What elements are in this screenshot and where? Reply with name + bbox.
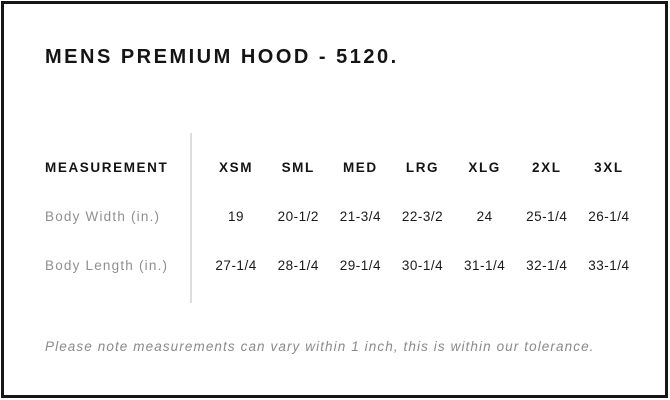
table-cell-body-width-xsm: 19 (228, 209, 245, 224)
column-header-xlg: XLG (468, 160, 501, 175)
table-cell-body-length-3xl: 33-1/4 (588, 258, 630, 273)
column-header-measurement: MEASUREMENT (45, 160, 169, 175)
table-cell-body-length-2xl: 32-1/4 (526, 258, 568, 273)
table-cell-body-width-med: 21-3/4 (339, 209, 381, 224)
table-cell-body-width-xlg: 24 (476, 209, 493, 224)
column-header-med: MED (342, 160, 378, 175)
table-cell-body-length-med: 29-1/4 (339, 258, 381, 273)
table-cell-body-length-lrg: 30-1/4 (401, 258, 444, 273)
table-cell-body-width-lrg: 22-3/2 (401, 209, 444, 224)
table-cell-body-length-xlg: 31-1/4 (463, 258, 506, 273)
table-cell-body-width-3xl: 26-1/4 (588, 209, 630, 224)
column-header-2xl: 2XL (531, 160, 562, 175)
table-cell-body-length-xsm: 27-1/4 (215, 258, 257, 273)
page-title: MENS PREMIUM HOOD - 5120. (45, 46, 399, 68)
table-cell-body-length-sml: 28-1/4 (277, 258, 319, 273)
size-table: MEASUREMENT XSM SML MED LRG XLG 2XL 3XL … (45, 143, 640, 290)
column-header-lrg: LRG (405, 160, 440, 175)
row-label-body-length: Body Length (in.) (45, 258, 169, 273)
row-label-body-width: Body Width (in.) (45, 209, 161, 224)
column-header-xsm: XSM (219, 160, 254, 175)
table-column-divider (190, 133, 192, 303)
column-header-3xl: 3XL (594, 160, 624, 175)
tolerance-note: Please note measurements can vary within… (45, 339, 595, 354)
table-cell-body-width-2xl: 25-1/4 (526, 209, 568, 224)
table-cell-body-width-sml: 20-1/2 (277, 209, 319, 224)
column-header-sml: SML (281, 160, 315, 175)
